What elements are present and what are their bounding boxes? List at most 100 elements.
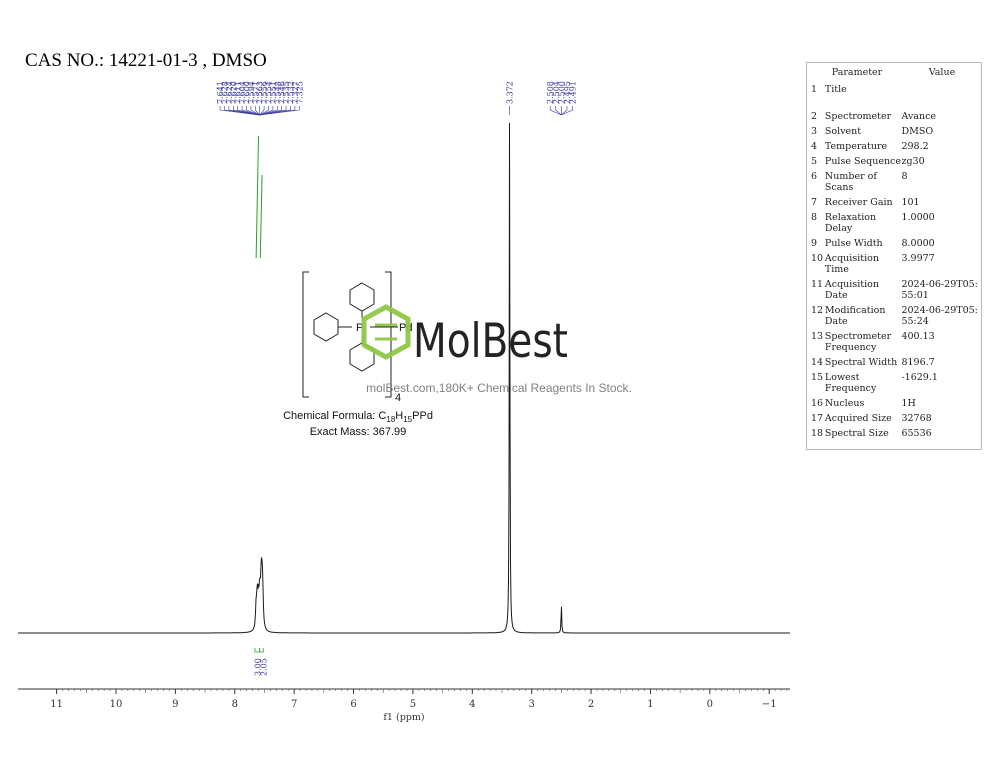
- parameter-name: Nucleus: [824, 398, 865, 409]
- parameter-value: 2024-06-29T05:55:24: [901, 305, 978, 327]
- parameter-rows: 1 Title 2 Spectrometer Avance 3 Solvent DMSO 4 Te…: [807, 84, 981, 439]
- x-axis-ticks: 11 10 9 8 7 6 5 4 3 2 1 0 −1: [50, 689, 788, 710]
- parameter-index: 12: [811, 305, 824, 316]
- integral-value-label: 3.00: [253, 658, 262, 676]
- peak-label: 7.546: [278, 81, 287, 104]
- peak-label: 2.491: [569, 81, 578, 104]
- parameter-row: 15 Lowest Frequency -1629.1: [807, 372, 981, 394]
- parameter-row: 6 Number of Scans 8: [807, 171, 981, 193]
- formula-h: H: [395, 410, 403, 422]
- peak-label: 7.556: [260, 81, 269, 104]
- parameter-index: 17: [811, 413, 824, 424]
- x-tick-label: 11: [50, 699, 63, 710]
- parameter-name: Spectrometer: [824, 111, 892, 122]
- parameter-row: 18 Spectral Size 65536: [807, 428, 981, 439]
- parameter-index: 3: [811, 126, 818, 137]
- parameter-row: 7 Receiver Gain 101: [807, 197, 981, 208]
- spectrum-trace: [18, 122, 790, 634]
- parameter-index: 4: [811, 141, 818, 152]
- peak-label: 7.563: [256, 81, 265, 104]
- parameter-name: Lowest Frequency: [824, 372, 877, 394]
- parameter-value: 101: [901, 197, 920, 208]
- formula-suffix: PPd: [412, 410, 433, 422]
- formula-h-count: 15: [403, 415, 412, 424]
- parameter-row: 4 Temperature 298.2: [807, 141, 981, 152]
- parameter-name: Modification Date: [824, 305, 886, 327]
- parameter-row: 8 Relaxation Delay 1.0000: [807, 212, 981, 234]
- parameter-index: 13: [811, 331, 824, 342]
- parameter-index: 9: [811, 238, 818, 249]
- parameter-name: Temperature: [824, 141, 888, 152]
- peak-label: 7.532: [286, 81, 295, 104]
- parameter-index: 18: [811, 428, 824, 439]
- parameter-value: -1629.1: [901, 372, 938, 383]
- integral-curve: [255, 135, 260, 259]
- x-tick-label: 7: [291, 699, 297, 710]
- peak-label-leader: [232, 106, 260, 116]
- peak-label: 7.624: [225, 81, 234, 104]
- parameter-row: 9 Pulse Width 8.0000: [807, 238, 981, 249]
- parameter-name: Receiver Gain: [824, 197, 893, 208]
- parameter-index: 2: [811, 111, 818, 122]
- x-tick-label: 0: [707, 699, 713, 710]
- x-tick-label: 3: [528, 699, 534, 710]
- integral-bracket: [259, 648, 264, 653]
- parameter-table-header: Parameter Value: [807, 63, 981, 84]
- peak-label: 2.508: [546, 81, 555, 104]
- peak-label-leader: [259, 106, 300, 116]
- x-tick-label: 5: [410, 699, 416, 710]
- parameter-name: Spectrometer Frequency: [824, 331, 892, 353]
- parameter-row: 1 Title: [807, 84, 981, 95]
- parameter-index: 10: [811, 253, 824, 264]
- peak-label-leader: [259, 106, 274, 116]
- parameter-name: Spectral Width: [824, 357, 898, 368]
- parameter-row: 13 Spectrometer Frequency 400.13: [807, 331, 981, 353]
- parameter-name: Number of Scans: [824, 171, 877, 193]
- watermark-brand: MolBest: [413, 314, 568, 369]
- formula-prefix: Chemical Formula: C: [283, 410, 386, 422]
- parameter-name: Pulse Width: [824, 238, 883, 249]
- peak-label: 7.554: [264, 81, 273, 104]
- parameter-value: 1H: [901, 398, 916, 409]
- peak-label: 7.551: [269, 81, 278, 104]
- peak-label: 7.325: [295, 81, 304, 104]
- peak-label: 7.548: [273, 81, 282, 104]
- parameter-index: 8: [811, 212, 818, 223]
- peak-label-group: 7.6417.6287.6247.6207.6117.6047.6007.594…: [216, 81, 578, 116]
- parameter-value: 32768: [901, 413, 932, 424]
- x-tick-label: 2: [588, 699, 594, 710]
- peak-label: 7.594: [247, 81, 256, 104]
- structure-subscript: 4: [395, 392, 401, 404]
- parameter-index: 14: [811, 357, 824, 368]
- parameter-name: Acquisition Time: [824, 253, 879, 275]
- parameter-name: Relaxation Delay: [824, 212, 877, 234]
- x-tick-label: 8: [232, 699, 238, 710]
- peak-label-leader: [241, 106, 260, 116]
- value-column-header: Value: [928, 67, 956, 78]
- parameter-index: 6: [811, 171, 818, 182]
- parameter-value: 3.9977: [901, 253, 935, 264]
- parameter-index: 7: [811, 197, 818, 208]
- exact-mass: Exact Mass: 367.99: [310, 426, 407, 438]
- peak-label-leader: [246, 106, 260, 116]
- integral-curve: [259, 174, 263, 259]
- peak-label-leader: [259, 106, 265, 116]
- parameter-index: 15: [811, 372, 824, 383]
- parameter-table: Parameter Value 1 Title 2 Spectrometer Avanc…: [806, 62, 982, 450]
- parameter-name: Title: [824, 84, 847, 95]
- parameter-row: 12 Modification Date 2024-06-29T05:55:24: [807, 305, 981, 327]
- parameter-row: 11 Acquisition Date 2024-06-29T05:55:01: [807, 279, 981, 301]
- parameter-value: DMSO: [901, 126, 934, 137]
- peak-label: 7.611: [234, 81, 243, 104]
- peak-label-leader: [250, 106, 260, 116]
- x-tick-label: 4: [469, 699, 475, 710]
- parameter-value: [901, 84, 981, 95]
- parameter-value: 65536: [901, 428, 932, 439]
- x-tick-label: 6: [350, 699, 356, 710]
- parameter-row: 3 Solvent DMSO: [807, 126, 981, 137]
- parameter-name: Solvent: [824, 126, 862, 137]
- peak-label: 7.600: [242, 81, 251, 104]
- x-tick-label: 9: [172, 699, 178, 710]
- parameter-index: 16: [811, 398, 824, 409]
- peak-label: 7.641: [216, 81, 225, 104]
